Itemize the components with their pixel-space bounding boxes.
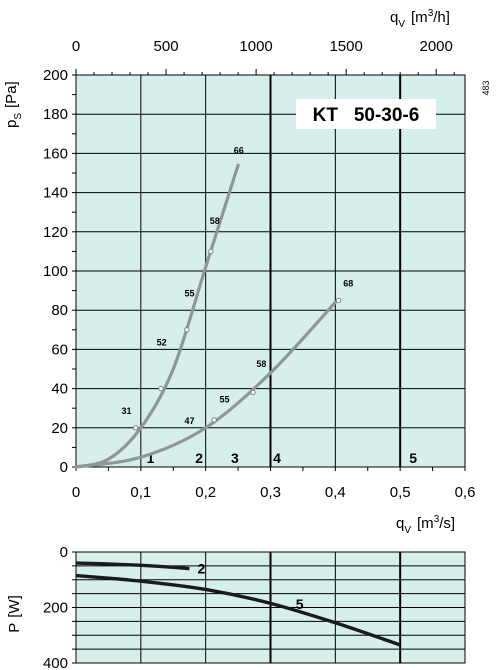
top-x-axis-sup: 3: [428, 8, 434, 19]
curve-annotation: 31: [122, 406, 132, 416]
power-y-tick-label: 400: [43, 655, 68, 670]
x-tick-label: 0: [72, 484, 80, 501]
x-tick-label: 0,6: [455, 484, 476, 501]
pressure-curve-annotations: 31 52 55 58 66 47 55 58 68: [122, 145, 354, 425]
y-tick-label: 120: [43, 224, 68, 241]
pressure-curves: [74, 163, 342, 469]
y-axis-label: pS [Pa]: [3, 81, 24, 128]
top-x-axis-sub: V: [398, 19, 405, 30]
x-tick-label: 0,1: [130, 484, 151, 501]
y-tick-label: 140: [43, 185, 68, 202]
flow-x-tick-labels: 0 0,1 0,2 0,3 0,4 0,5 0,6: [72, 484, 476, 501]
power-y-axis-bracket: [W]: [6, 595, 23, 618]
curve-marker: [208, 248, 214, 255]
zone-label: 2: [195, 450, 203, 466]
x-tick-label: 0,3: [260, 484, 281, 501]
x-axis-label: qV [m3/s]: [396, 514, 455, 536]
power-curve: [75, 561, 190, 571]
curve-marker: [158, 385, 164, 392]
top-x-axis-label: qV [m3/h]: [390, 8, 450, 30]
y-axis-p: p: [3, 120, 20, 128]
curve-marker: [132, 425, 139, 431]
top-x-axis-q: q: [390, 9, 398, 26]
y-tick-label: 80: [51, 302, 68, 319]
curve-marker: [335, 297, 342, 304]
curve-marker: [184, 327, 190, 333]
catalog-code: 483: [481, 80, 491, 95]
curve-annotation: 55: [219, 394, 229, 404]
curve-marker: [250, 389, 256, 396]
power-curve-label: 2: [198, 561, 206, 577]
zone-labels: 1 2 3 4 5: [147, 450, 418, 466]
y-tick-label: 160: [43, 145, 68, 162]
power-y-tick-labels: 0 200 400: [43, 544, 68, 670]
x-axis-q: q: [396, 515, 404, 532]
top-x-tick-label: 1000: [239, 38, 272, 55]
y-tick-label: 100: [43, 263, 68, 280]
x-tick-label: 0,5: [390, 484, 411, 501]
top-x-tick-label: 0: [72, 38, 80, 55]
pressure-gridlines: [72, 69, 466, 471]
zone-label: 5: [409, 450, 417, 466]
top-x-tick-label: 2000: [419, 38, 452, 55]
x-axis-open: [m: [417, 515, 434, 532]
power-curve: [75, 573, 401, 647]
y-tick-label: 20: [51, 420, 68, 437]
x-axis-close: /s]: [439, 515, 455, 532]
curve-annotation: 55: [184, 288, 194, 298]
top-x-axis-open: [m: [411, 9, 428, 26]
pressure-curve: [74, 300, 337, 469]
chart-title-box: [296, 99, 436, 129]
curve-marker: [211, 417, 217, 423]
y-axis-sub: S: [13, 113, 24, 120]
curve-annotation: 58: [210, 216, 220, 226]
top-x-axis-close: /h]: [433, 9, 450, 26]
chart-title: KT 50-30-6: [313, 105, 420, 126]
curve-annotation: 68: [343, 279, 353, 289]
pressure-y-tick-labels: 0 20 40 60 80 100 120 140 160 180 200: [43, 67, 68, 476]
zone-label: 4: [273, 450, 281, 466]
curve-annotation: 52: [157, 337, 167, 347]
x-axis-sup: 3: [434, 514, 440, 525]
x-tick-label: 0,2: [195, 484, 216, 501]
power-curves: 25: [75, 561, 401, 647]
y-tick-label: 60: [51, 341, 68, 358]
top-x-tick-label: 1500: [329, 38, 362, 55]
power-y-tick-label: 200: [43, 600, 68, 617]
y-tick-label: 180: [43, 106, 68, 123]
power-y-axis-p: P: [6, 623, 23, 633]
y-tick-label: 40: [51, 381, 68, 398]
zone-label: 1: [147, 450, 155, 466]
curve-annotation: 66: [234, 145, 244, 155]
y-tick-label: 200: [43, 67, 68, 84]
power-y-tick-label: 0: [60, 544, 68, 561]
top-x-tick-label: 500: [154, 38, 179, 55]
x-tick-label: 0,4: [325, 484, 346, 501]
curve-annotation: 47: [184, 416, 194, 426]
pressure-curve: [74, 163, 240, 469]
x-axis-sub: V: [404, 525, 411, 536]
power-y-axis-label: P [W]: [6, 595, 23, 633]
flow-m3h-tick-labels: 0 500 1000 1500 2000: [72, 38, 453, 55]
power-curve-label: 5: [296, 596, 304, 612]
y-axis-bracket: [Pa]: [3, 81, 20, 108]
curve-annotation: 58: [256, 359, 266, 369]
y-tick-label: 0: [60, 459, 68, 476]
zone-label: 3: [231, 450, 239, 466]
